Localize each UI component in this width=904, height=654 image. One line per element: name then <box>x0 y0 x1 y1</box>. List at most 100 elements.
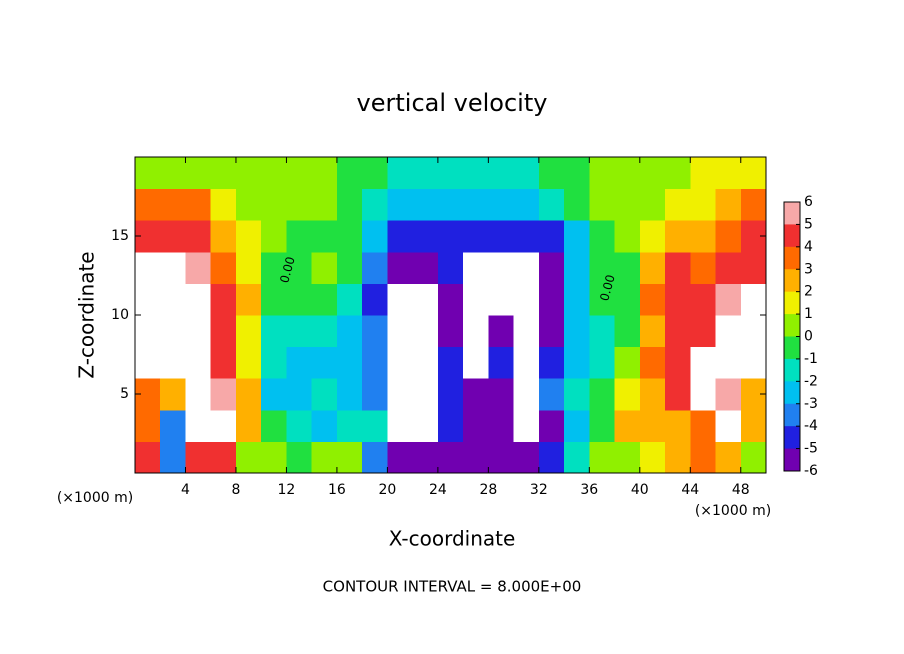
colorbar-tick-label: 6 <box>804 194 813 210</box>
cell <box>589 283 616 316</box>
cell <box>235 378 262 411</box>
cell <box>513 315 540 348</box>
cell <box>412 409 439 442</box>
cell <box>185 157 212 190</box>
cell <box>665 441 691 474</box>
cell <box>135 409 161 442</box>
cell <box>690 315 717 348</box>
cell <box>412 251 439 284</box>
cell <box>437 157 464 190</box>
colorbar-swatch <box>784 448 800 472</box>
cell <box>715 251 742 284</box>
cell <box>740 157 767 190</box>
x-unit-label: (×1000 m) <box>57 490 133 506</box>
cell <box>690 378 717 411</box>
cell <box>715 157 742 190</box>
x-tick-label: 16 <box>328 482 346 498</box>
cell <box>639 441 666 474</box>
cell <box>336 441 363 474</box>
cell <box>336 346 363 379</box>
cell <box>286 409 313 442</box>
cell <box>210 346 237 379</box>
cell <box>160 441 186 474</box>
cell <box>235 346 262 379</box>
y-tick-label: 5 <box>120 386 129 402</box>
cell <box>614 188 641 221</box>
cell <box>261 346 287 379</box>
colorbar-swatch <box>784 291 800 315</box>
cell <box>488 251 515 284</box>
cell <box>513 157 540 190</box>
cell <box>639 157 666 190</box>
cell <box>740 441 767 474</box>
cell <box>135 251 161 284</box>
colorbar-tick-label: 3 <box>804 261 813 277</box>
cell <box>387 409 414 442</box>
cell <box>665 220 691 253</box>
cell <box>639 220 666 253</box>
x-tick-label: 32 <box>530 482 548 498</box>
cell <box>639 346 666 379</box>
cell <box>463 251 489 284</box>
cell <box>513 441 540 474</box>
cell <box>362 220 388 253</box>
x-unit-label: (×1000 m) <box>695 503 771 519</box>
cell <box>538 441 565 474</box>
cell <box>412 378 439 411</box>
cell <box>336 188 363 221</box>
cell <box>387 315 414 348</box>
cell <box>235 220 262 253</box>
cell <box>564 378 590 411</box>
cell <box>614 346 641 379</box>
cell <box>286 346 313 379</box>
cell <box>311 188 338 221</box>
colorbar-tick-label: -4 <box>804 418 818 434</box>
cell <box>362 157 388 190</box>
cell <box>362 346 388 379</box>
cell <box>463 441 489 474</box>
cell <box>463 346 489 379</box>
cell <box>387 283 414 316</box>
cell <box>135 346 161 379</box>
colorbar-tick-label: -5 <box>804 441 818 457</box>
cell <box>437 283 464 316</box>
cell <box>387 441 414 474</box>
cell <box>412 315 439 348</box>
cell <box>614 157 641 190</box>
cell <box>690 157 717 190</box>
cell <box>740 283 767 316</box>
cell <box>589 188 616 221</box>
cell <box>185 251 212 284</box>
cell <box>412 220 439 253</box>
cell <box>261 409 287 442</box>
contour-label: 0.00 <box>277 255 297 284</box>
cell <box>488 346 515 379</box>
cell <box>614 378 641 411</box>
cell <box>513 188 540 221</box>
cell <box>639 409 666 442</box>
colorbar-swatch <box>784 426 800 450</box>
colorbar-tick-label: -3 <box>804 396 818 412</box>
cell <box>210 251 237 284</box>
cell <box>665 188 691 221</box>
cell <box>311 409 338 442</box>
cell <box>564 188 590 221</box>
cell <box>437 441 464 474</box>
cell <box>589 409 616 442</box>
cell <box>488 188 515 221</box>
cell <box>235 315 262 348</box>
cell <box>261 283 287 316</box>
cell <box>715 378 742 411</box>
cell <box>690 441 717 474</box>
cell <box>538 346 565 379</box>
cell <box>362 283 388 316</box>
cell <box>412 188 439 221</box>
cell <box>488 441 515 474</box>
colorbar-swatch <box>784 246 800 270</box>
cell <box>665 378 691 411</box>
cell <box>665 409 691 442</box>
cell <box>437 220 464 253</box>
cell <box>160 409 186 442</box>
cell <box>160 251 186 284</box>
cell <box>690 283 717 316</box>
